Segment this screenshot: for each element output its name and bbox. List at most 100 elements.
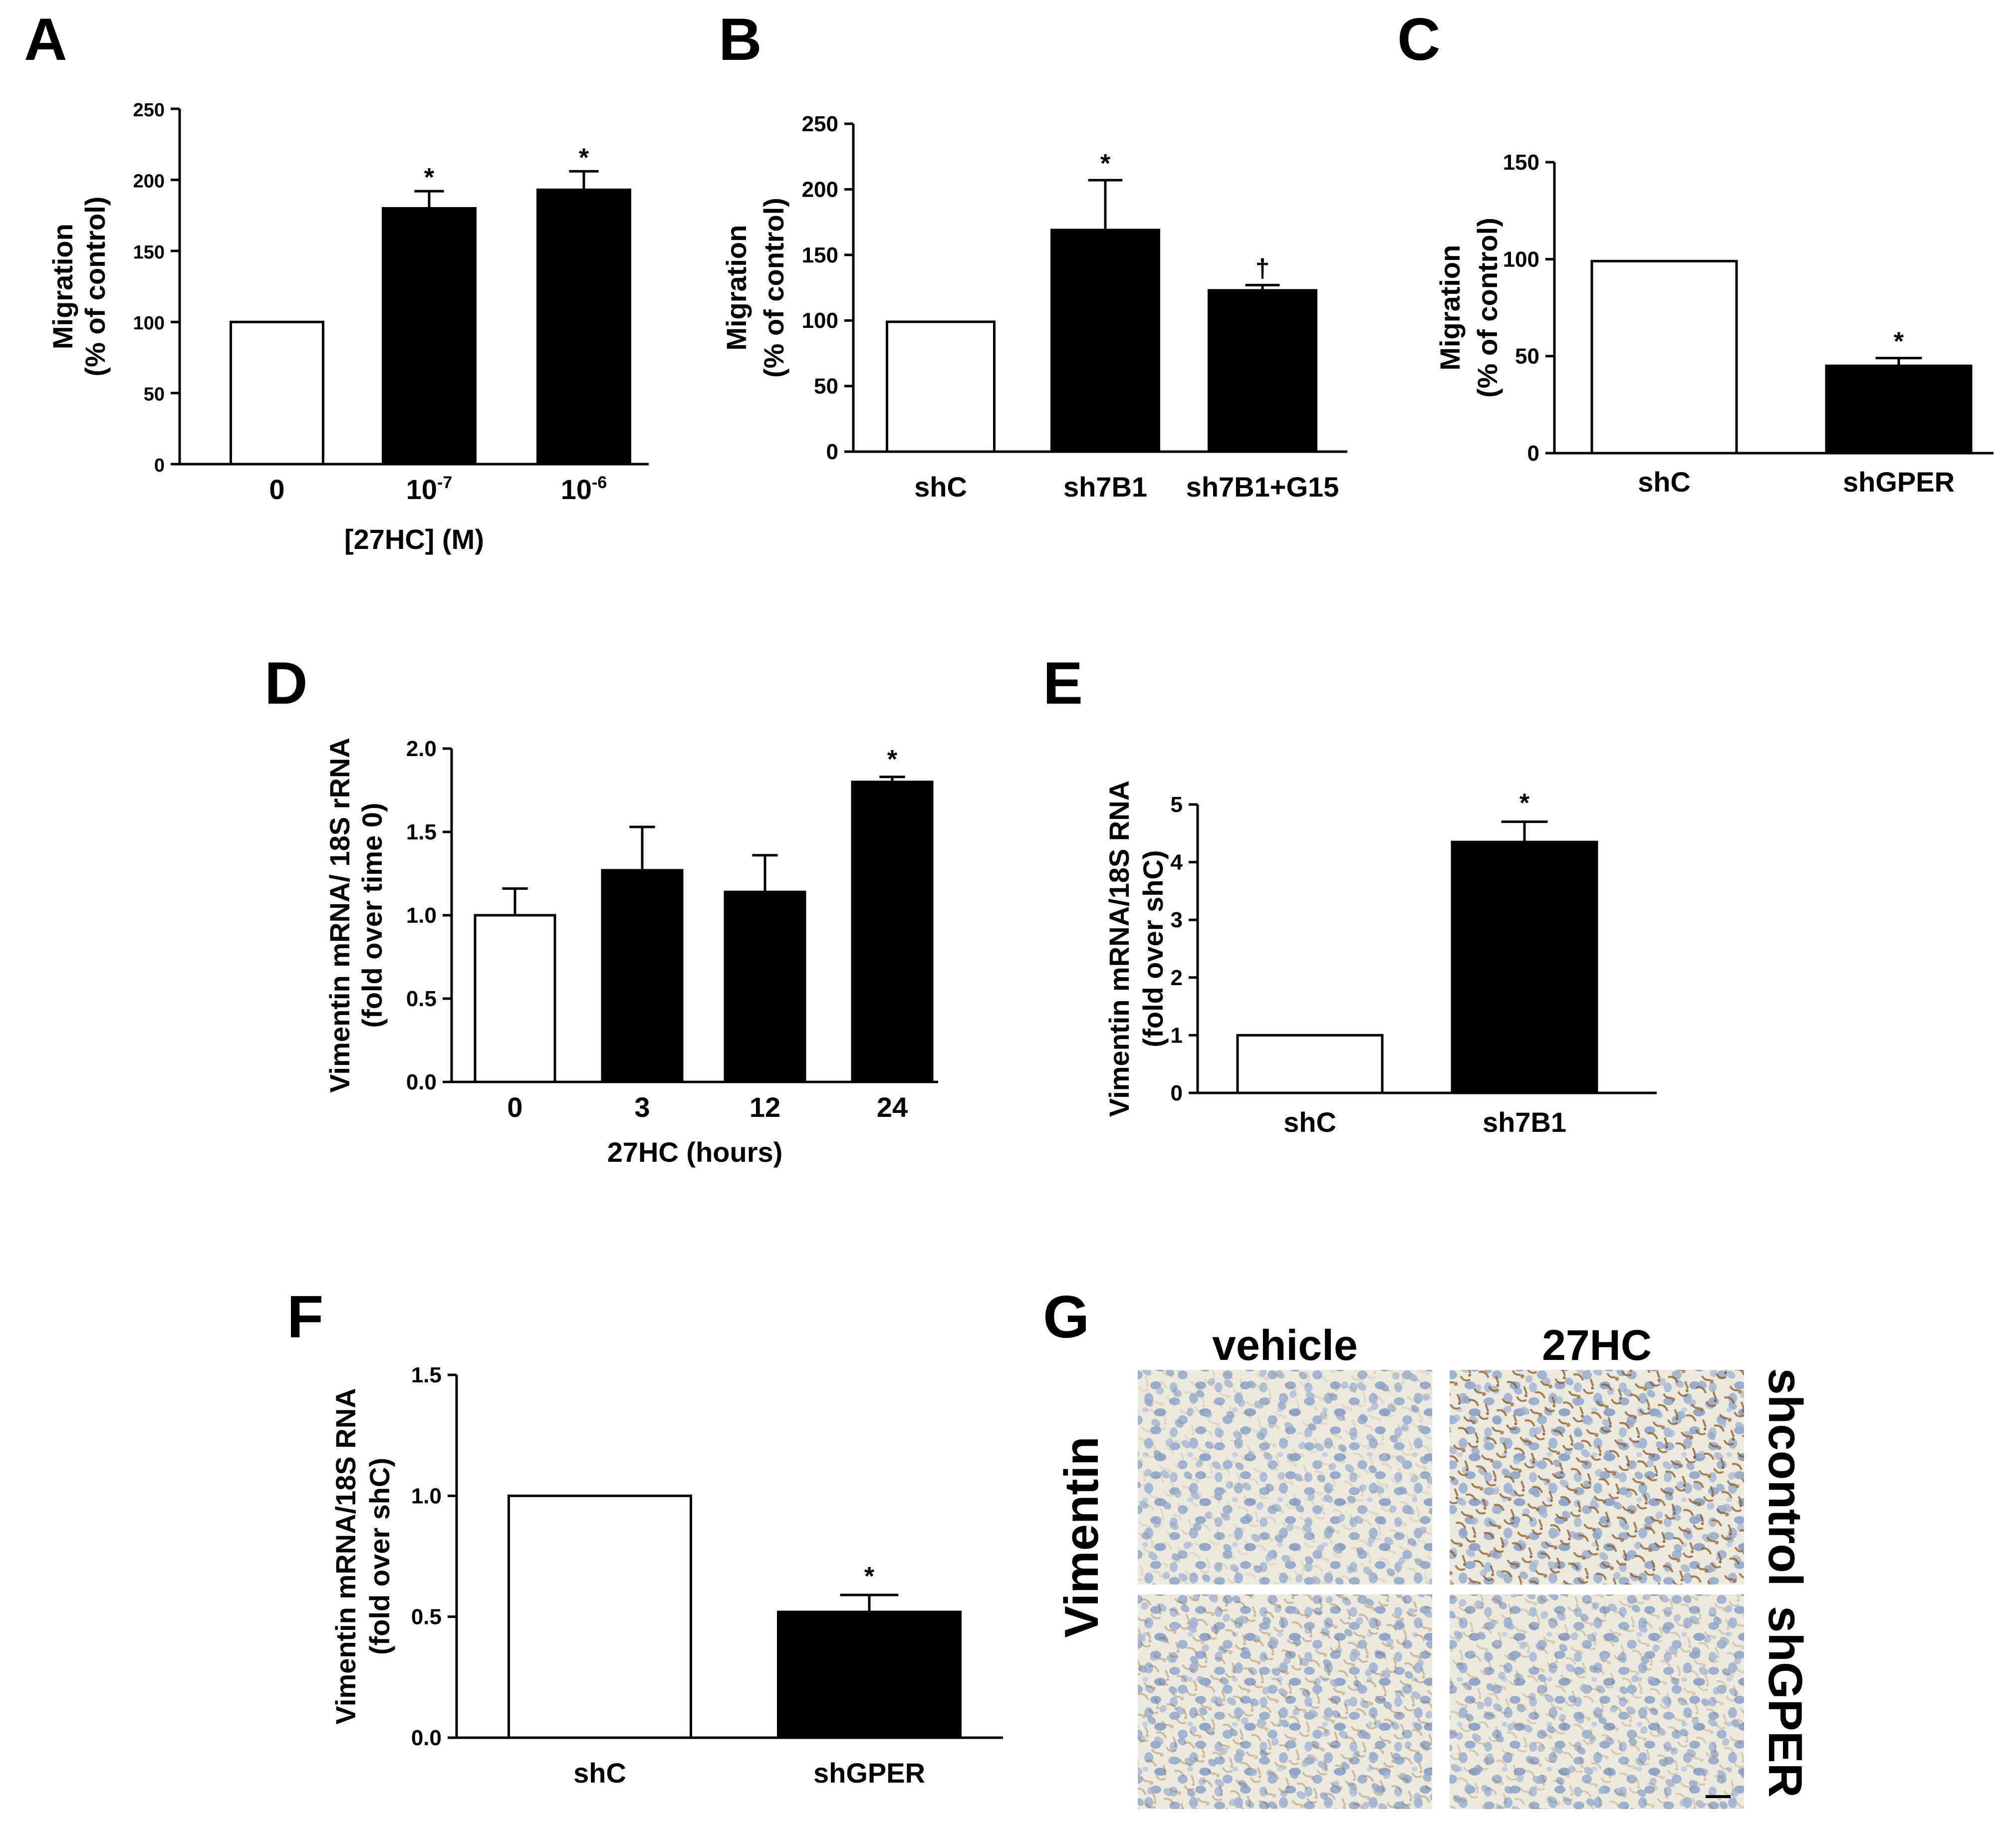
bar-2 xyxy=(601,869,684,1083)
y-tick-label: 250 xyxy=(133,100,165,121)
significance-mark: * xyxy=(1519,789,1530,818)
y-tick-label: 1.0 xyxy=(406,903,437,928)
y-tick-label: 100 xyxy=(1503,247,1539,271)
bar-3 xyxy=(724,890,806,1083)
y-tick-label: 50 xyxy=(144,384,165,405)
column-label: vehicle xyxy=(1212,1321,1358,1369)
bar-2 xyxy=(1050,229,1160,453)
category-label: sh7B1+G15 xyxy=(1186,471,1339,503)
y-tick-label: 200 xyxy=(133,171,165,192)
category-label: 10-6 xyxy=(561,473,607,505)
micrograph-vimentin-stain xyxy=(1450,1370,1744,1584)
category-label: shC xyxy=(573,1757,626,1789)
row-label: shGPER xyxy=(1759,1606,1812,1798)
y-axis-title: Migration xyxy=(1434,245,1466,371)
panel-letter-c: C xyxy=(1397,6,1441,73)
panel-letter-f: F xyxy=(287,1284,323,1350)
micrograph-vimentin-stain xyxy=(1450,1594,1744,1809)
y-tick-label: 0 xyxy=(826,440,838,464)
panel-letters: A B C D E F G xyxy=(24,6,1441,1350)
y-tick-label: 2.0 xyxy=(406,737,437,761)
y-axis-title: (fold over time 0) xyxy=(356,802,388,1028)
y-tick-label: 100 xyxy=(802,308,838,333)
y-tick-label: 1.5 xyxy=(406,820,437,844)
y-axis-title: Migration xyxy=(721,225,752,351)
y-tick-label: 150 xyxy=(802,243,838,267)
y-tick-label: 0.0 xyxy=(411,1726,442,1750)
y-axis-title: (% of control) xyxy=(758,198,789,378)
x-axis-title: [27HC] (M) xyxy=(344,524,484,555)
category-superscript: -7 xyxy=(437,473,452,492)
category-superscript: -6 xyxy=(592,473,607,492)
y-tick-label: 3 xyxy=(1171,908,1183,932)
y-axis-title: Vimentin mRNA/18S RNA xyxy=(330,1388,361,1724)
bar-1 xyxy=(230,320,324,466)
y-tick-label: 200 xyxy=(802,177,838,202)
y-tick-label: 50 xyxy=(814,374,838,399)
y-tick-label: 0.5 xyxy=(411,1605,442,1629)
y-tick-label: 5 xyxy=(1171,792,1183,817)
category-label: 0 xyxy=(269,474,284,505)
y-axis-title: (fold over shC) xyxy=(364,1458,395,1655)
y-tick-label: 1.5 xyxy=(411,1363,442,1387)
category-label: shC xyxy=(914,471,967,503)
y-tick-label: 1 xyxy=(1171,1023,1183,1048)
y-tick-label: 1.0 xyxy=(411,1484,442,1508)
panel-letter-e: E xyxy=(1043,650,1083,717)
category-label: 0 xyxy=(507,1091,522,1123)
category-label: sh7B1 xyxy=(1483,1106,1566,1138)
y-axis-title: (% of control) xyxy=(79,197,111,377)
category-label: sh7B1 xyxy=(1063,471,1147,503)
significance-mark: * xyxy=(579,143,589,172)
column-label: 27HC xyxy=(1542,1321,1652,1369)
bar-2 xyxy=(1451,840,1598,1094)
significance-mark: * xyxy=(1100,149,1111,178)
y-tick-label: 100 xyxy=(133,313,165,334)
y-axis-title: (fold over shC) xyxy=(1137,850,1169,1047)
micrograph-shGPER-vehicle xyxy=(1138,1594,1432,1809)
panel-letter-b: B xyxy=(719,6,762,73)
chart-d: 0.0 0.5 1.0 1.5 2.0 0 3 12 * 24 Vimentin mRNA/ 18S… xyxy=(324,737,938,1168)
micrograph-shcontrol-27HC xyxy=(1450,1370,1744,1584)
y-tick-label: 4 xyxy=(1171,850,1183,875)
category-label: shC xyxy=(1283,1106,1336,1138)
micrograph-shGPER-27HC xyxy=(1450,1594,1744,1809)
chart-e: 0 1 2 3 4 5 shC * sh7B1 Vimentin mRNA/18S RNA (fol… xyxy=(1103,781,1657,1138)
y-tick-label: 250 xyxy=(802,112,838,136)
y-axis-title: Migration xyxy=(47,224,78,349)
x-axis-title: 27HC (hours) xyxy=(607,1136,783,1168)
y-tick-label: 0 xyxy=(1527,441,1539,466)
bar-1 xyxy=(474,914,556,1083)
y-axis-title: Vimentin mRNA/ 18S rRNA xyxy=(324,738,355,1093)
category-label: shC xyxy=(1638,466,1691,498)
y-tick-label: 50 xyxy=(1515,344,1539,369)
bar-1 xyxy=(1236,1034,1384,1094)
category-label: 3 xyxy=(634,1091,650,1123)
y-tick-label: 0 xyxy=(154,455,165,476)
chart-b: 0 50 100 150 200 250 shC * sh7B1 † sh7B1+G15 Migrat… xyxy=(721,112,1347,503)
panel-g: vehicle 27HC shcontrol shGPER Vimentin xyxy=(1055,1321,1812,1809)
bar-2 xyxy=(1825,364,1973,455)
y-tick-label: 0.5 xyxy=(406,987,437,1011)
micrograph-vimentin-stain xyxy=(1138,1370,1432,1584)
y-tick-label: 2 xyxy=(1171,966,1183,990)
bar-3 xyxy=(536,188,631,466)
bar-3 xyxy=(1208,289,1317,453)
y-tick-label: 0 xyxy=(1171,1081,1183,1105)
y-axis-title: Vimentin mRNA/18S RNA xyxy=(1103,781,1135,1117)
category-label: 12 xyxy=(750,1091,780,1123)
significance-mark: * xyxy=(424,163,435,192)
bar-2 xyxy=(382,207,477,466)
bar-1 xyxy=(507,1494,692,1739)
y-tick-label: 150 xyxy=(1503,150,1539,175)
bar-4 xyxy=(851,781,934,1083)
significance-mark: † xyxy=(1256,254,1270,283)
category-label: shGPER xyxy=(1843,466,1955,498)
micrograph-vimentin-stain xyxy=(1138,1594,1432,1809)
bar-1 xyxy=(1590,260,1738,455)
panel-letter-a: A xyxy=(24,6,67,73)
significance-mark: * xyxy=(864,1562,875,1591)
micrograph-shcontrol-vehicle xyxy=(1138,1370,1432,1584)
